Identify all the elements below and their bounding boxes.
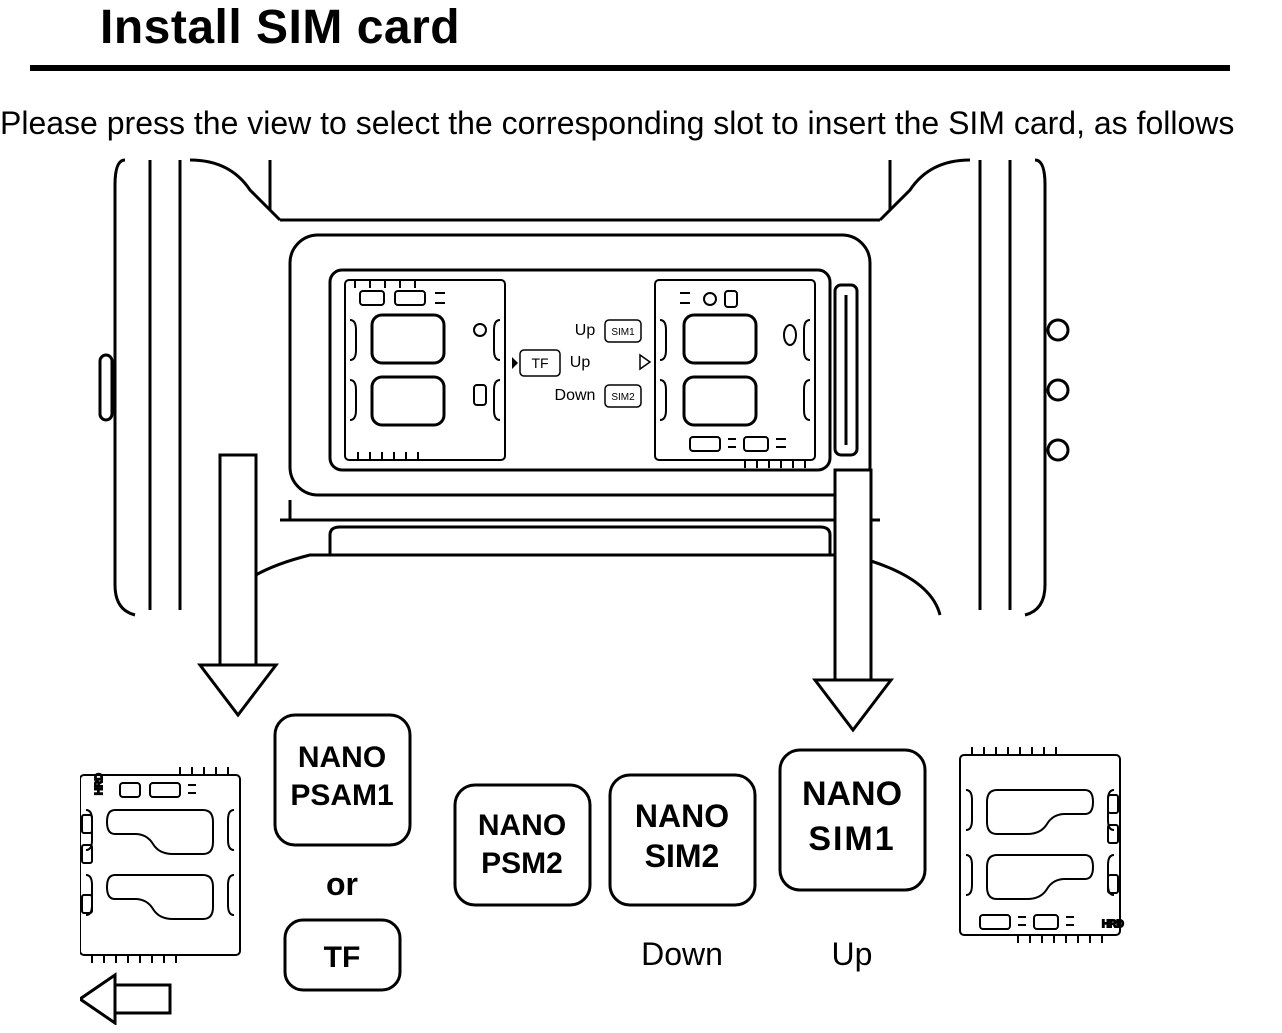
svg-text:NANO: NANO	[802, 775, 902, 813]
svg-text:SIM2: SIM2	[645, 838, 720, 874]
left-slot-module	[345, 280, 505, 460]
up-label: Up	[832, 936, 873, 972]
center-sim1-box: SIM1	[611, 327, 635, 338]
right-slot-module	[655, 280, 815, 468]
or-label: or	[326, 866, 358, 902]
right-down-arrow-icon	[815, 470, 891, 730]
center-tf-label: TF	[531, 355, 548, 371]
page-title: Install SIM card	[100, 0, 460, 55]
sim-diagram: TF Up SIM1 Up Down SIM2	[80, 155, 1160, 1025]
title-rule	[30, 65, 1230, 71]
center-sim2-box: SIM2	[611, 392, 635, 403]
hrd-right-label: HRD	[1102, 919, 1124, 930]
left-connector: HRD	[80, 767, 240, 963]
nano-sim1-card: NANO SIM1	[780, 750, 925, 890]
hrd-left-label: HRD	[94, 773, 105, 795]
nano-psam1-line2: PSAM1	[290, 779, 393, 812]
center-up1-label: Up	[575, 322, 596, 339]
tf-card: TF	[285, 920, 400, 990]
down-label: Down	[641, 936, 723, 972]
svg-text:PSM2: PSM2	[481, 847, 563, 880]
svg-text:NANO: NANO	[478, 809, 566, 842]
left-down-arrow-icon	[200, 455, 276, 715]
bottom-left-arrow-icon	[80, 975, 170, 1023]
nano-psam1-line1: NANO	[298, 741, 386, 774]
center-up2-label: Up	[570, 354, 591, 371]
tf-card-label: TF	[324, 941, 361, 974]
instruction-text: Please press the view to select the corr…	[0, 105, 1234, 142]
center-label-plate: TF Up SIM1 Up Down SIM2	[512, 320, 650, 407]
svg-text:NANO: NANO	[635, 798, 729, 834]
nano-psam1-card: NANO PSAM1	[275, 715, 410, 845]
svg-text:SIM1: SIM1	[808, 820, 895, 858]
nano-psm2-card: NANO PSM2	[455, 785, 590, 905]
center-down-label: Down	[555, 387, 596, 404]
right-connector: HRD	[960, 747, 1124, 943]
nano-sim2-card: NANO SIM2	[610, 775, 755, 905]
